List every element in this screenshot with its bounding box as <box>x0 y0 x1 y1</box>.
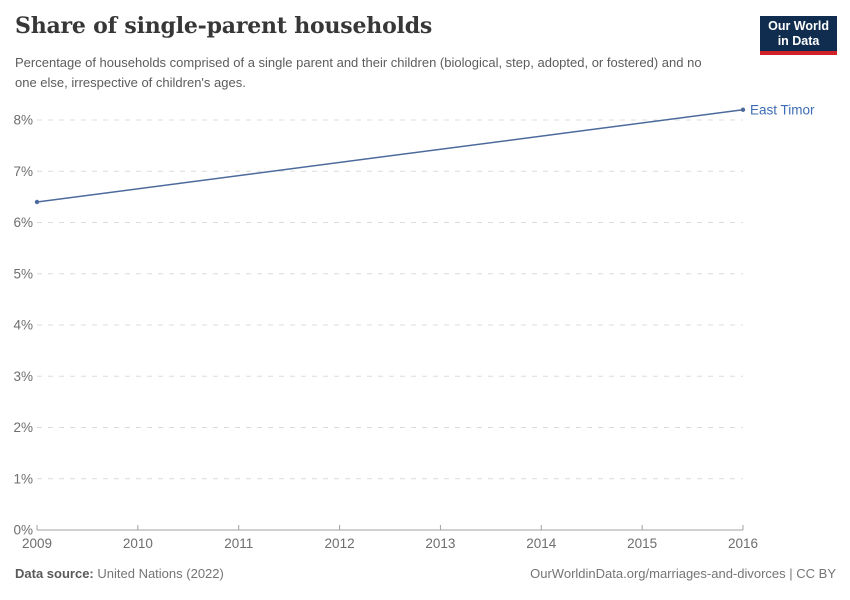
y-tick-label: 8% <box>13 113 33 128</box>
y-tick-label: 4% <box>13 318 33 333</box>
x-tick-label: 2009 <box>22 536 52 551</box>
data-source-value: United Nations (2022) <box>97 566 224 581</box>
x-tick-label: 2014 <box>526 536 557 551</box>
y-tick-label: 1% <box>13 471 33 486</box>
chart-footer: Data source: United Nations (2022) OurWo… <box>15 566 836 581</box>
y-tick-label: 7% <box>13 164 33 179</box>
attribution-link[interactable]: OurWorldinData.org/marriages-and-divorce… <box>530 566 836 581</box>
x-tick-label: 2012 <box>325 536 355 551</box>
data-point-marker[interactable] <box>34 199 40 205</box>
y-tick-label: 6% <box>13 215 33 230</box>
data-source-label: Data source: <box>15 566 94 581</box>
page-title: Share of single-parent households <box>15 13 433 39</box>
x-tick-label: 2010 <box>123 536 153 551</box>
y-tick-label: 0% <box>13 523 33 538</box>
data-point-marker[interactable] <box>740 107 746 112</box>
data-source: Data source: United Nations (2022) <box>15 566 224 581</box>
y-tick-label: 2% <box>13 420 33 435</box>
x-tick-label: 2016 <box>728 536 758 551</box>
chart-subtitle: Percentage of households comprised of a … <box>15 55 702 90</box>
entity-label[interactable]: East Timor <box>750 102 815 117</box>
series-line[interactable] <box>36 109 744 203</box>
owid-logo-line2: in Data <box>777 34 820 48</box>
x-tick-label: 2013 <box>425 536 455 551</box>
y-tick-label: 3% <box>13 369 33 384</box>
x-tick-label: 2015 <box>627 536 657 551</box>
owid-logo-line1: Our World <box>768 19 829 33</box>
owid-logo[interactable]: Our World in Data <box>760 16 837 55</box>
x-tick-label: 2011 <box>224 536 253 551</box>
y-tick-label: 5% <box>13 266 33 281</box>
